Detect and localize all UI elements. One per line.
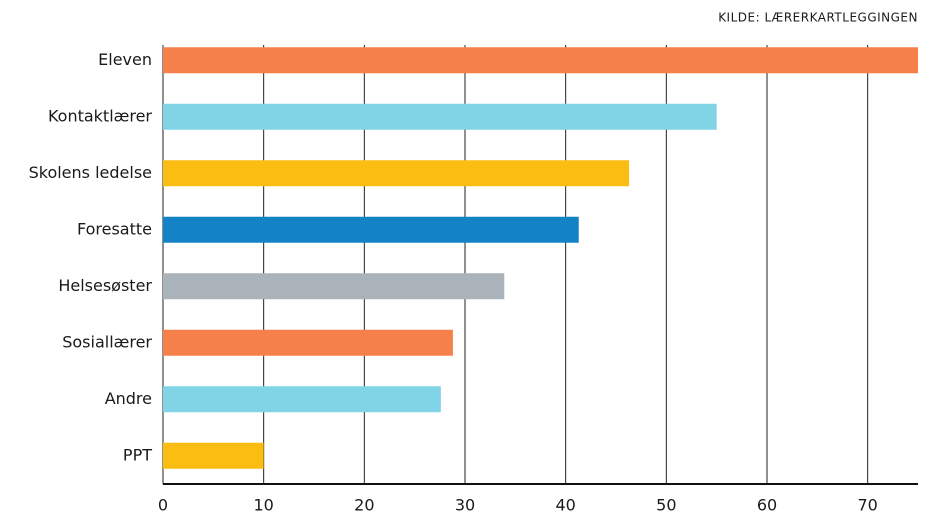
source: KILDE: LÆRERKARTLEGGINGEN — [718, 11, 918, 25]
y-tick-label: Skolens ledelse — [29, 163, 152, 182]
x-tick-label: 30 — [455, 496, 475, 515]
bar — [163, 103, 717, 130]
x-tick-label: 20 — [354, 496, 374, 515]
bar — [163, 442, 264, 469]
bar — [163, 329, 453, 356]
y-tick-label: Sosiallærer — [62, 332, 152, 351]
bar — [163, 273, 505, 300]
y-tick-label: Andre — [105, 389, 152, 408]
y-tick-label: Kontaktlærer — [48, 106, 152, 125]
y-tick-label: Helsesøster — [58, 276, 152, 295]
x-tick-label: 60 — [757, 496, 777, 515]
bar — [163, 216, 579, 243]
bar — [163, 386, 441, 413]
bar — [163, 47, 918, 74]
x-tick-label: 70 — [857, 496, 877, 515]
y-tick-label: PPT — [123, 445, 152, 464]
x-tick-label: 50 — [656, 496, 676, 515]
x-tick-label: 10 — [253, 496, 273, 515]
x-tick-label: 40 — [555, 496, 575, 515]
y-tick-label: Foresatte — [77, 219, 152, 238]
x-tick-label: 0 — [158, 496, 168, 515]
bar — [163, 160, 630, 187]
y-tick-label: Eleven — [98, 50, 152, 69]
